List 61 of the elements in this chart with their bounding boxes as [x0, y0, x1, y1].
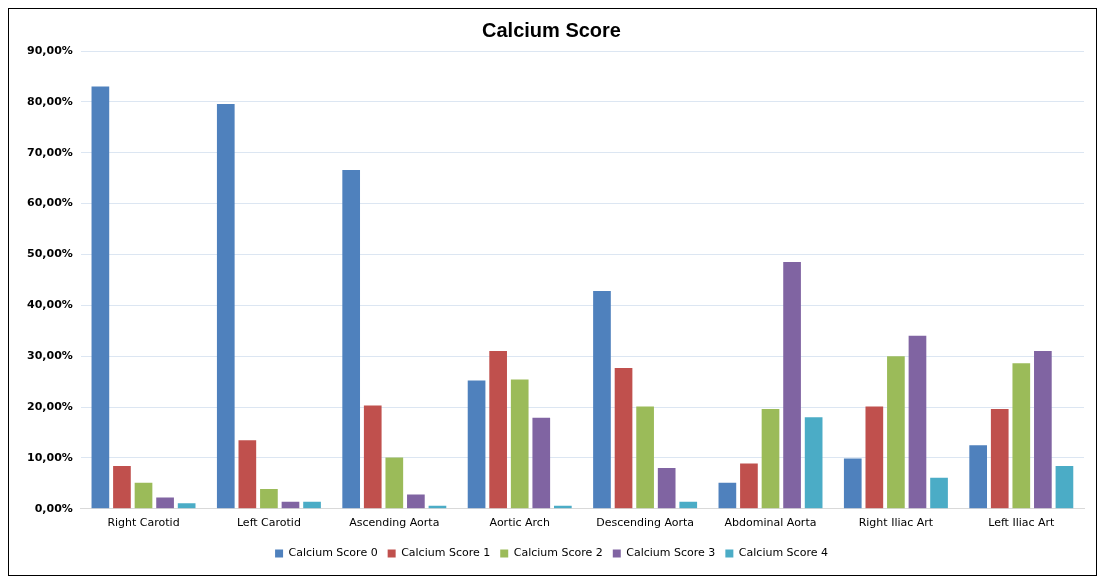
y-tick-label: 20,00%	[26, 399, 73, 413]
bar	[489, 351, 507, 509]
bar	[679, 501, 698, 509]
legend-label: Calcium Score 4	[738, 546, 828, 560]
legend-label: Calcium Score 0	[288, 546, 378, 560]
bar	[783, 262, 801, 509]
y-tick-label: 40,00%	[26, 298, 73, 312]
bar	[1055, 466, 1074, 509]
bar	[761, 409, 780, 509]
x-tick-label: Right Carotid	[107, 516, 180, 530]
bar	[156, 497, 174, 509]
bar	[887, 356, 905, 509]
bar	[1012, 363, 1031, 509]
bar	[303, 501, 321, 509]
bar	[718, 482, 737, 509]
bar	[636, 406, 654, 509]
y-tick-label: 30,00%	[26, 349, 73, 363]
bar	[260, 488, 278, 509]
bar	[216, 103, 235, 509]
y-tick-label: 80,00%	[26, 94, 73, 108]
bar	[593, 291, 611, 509]
bar	[804, 417, 823, 509]
y-tick-label: 50,00%	[26, 247, 73, 261]
bar	[969, 445, 988, 509]
bar	[930, 477, 948, 509]
x-tick-label: Right Iliac Art	[858, 516, 934, 530]
bar	[657, 468, 676, 509]
x-tick-label: Abdominal Aorta	[724, 516, 817, 530]
bar	[363, 405, 382, 509]
legend-label: Calcium Score 3	[626, 546, 716, 560]
bar	[467, 380, 486, 509]
legend-label: Calcium Score 2	[513, 546, 603, 560]
x-tick-label: Left Iliac Art	[988, 516, 1056, 530]
y-tick-label: 0,00%	[34, 501, 73, 515]
x-tick-label: Aortic Arch	[489, 516, 550, 530]
y-tick-label: 90,00%	[26, 43, 73, 57]
bar	[532, 417, 551, 509]
bar	[1034, 351, 1052, 509]
bar	[865, 406, 884, 509]
bar	[510, 379, 529, 509]
bar	[614, 367, 633, 509]
bar	[407, 494, 425, 509]
x-tick-label: Ascending Aorta	[349, 516, 440, 530]
y-tick-label: 60,00%	[26, 196, 73, 210]
y-tick-label: 70,00%	[26, 145, 73, 159]
legend-label: Calcium Score 1	[401, 546, 491, 560]
chart-title: Calcium Score	[482, 18, 621, 41]
bar	[238, 440, 257, 509]
y-tick-label: 10,00%	[26, 450, 73, 464]
bar	[740, 463, 758, 509]
bar	[843, 458, 862, 509]
x-tick-label: Left Carotid	[236, 516, 301, 530]
bar	[908, 335, 927, 509]
bar	[342, 170, 361, 509]
bar	[113, 466, 131, 509]
bar	[990, 409, 1009, 509]
bar	[385, 457, 404, 509]
bar	[91, 86, 110, 509]
bar	[177, 503, 196, 509]
bar	[134, 482, 153, 509]
x-tick-label: Descending Aorta	[596, 516, 695, 530]
